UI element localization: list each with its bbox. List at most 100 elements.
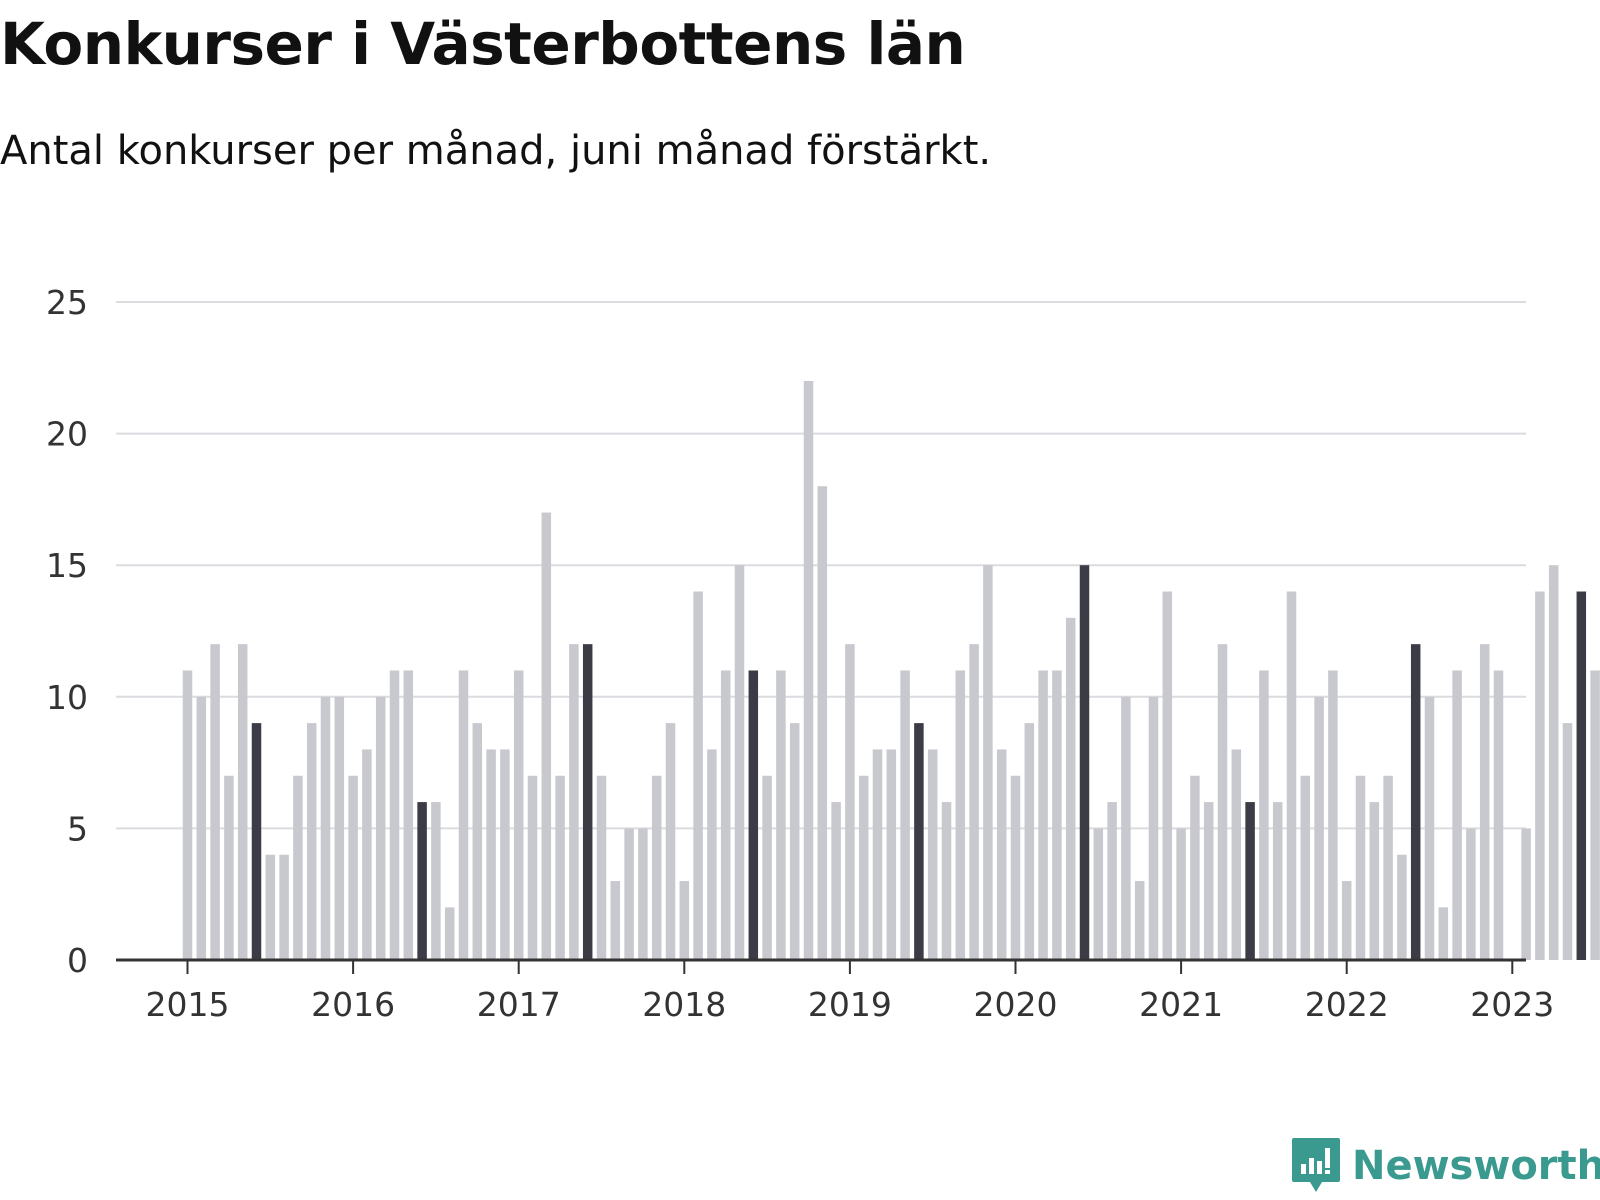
bar-2020-10: [1134, 881, 1145, 960]
x-tick-label-2022: 2022: [1305, 985, 1389, 1024]
bar-2021-05: [1231, 749, 1242, 960]
bar-2016-04: [389, 670, 400, 960]
bar-2021-10: [1300, 775, 1311, 960]
bar-2016-11: [486, 749, 496, 960]
bar-2017-02: [527, 775, 538, 960]
bar-2020-01: [1010, 775, 1021, 960]
bar-2015-09: [293, 775, 303, 960]
bar-2016-07: [431, 802, 441, 960]
bar-2018-04: [720, 670, 731, 960]
bar-2020-03: [1038, 670, 1048, 960]
bar-2022-03: [1369, 802, 1380, 960]
y-tick-label-10: 10: [46, 678, 88, 717]
x-tick-label-2016: 2016: [311, 985, 395, 1024]
bar-2018-05: [734, 565, 745, 960]
bar-2020-04: [1052, 670, 1062, 960]
y-tick-label-25: 25: [46, 283, 88, 322]
bar-2017-03: [541, 512, 552, 960]
x-tick-label-2023: 2023: [1470, 985, 1554, 1024]
bar-2022-06: [1410, 644, 1421, 960]
bar-2022-09: [1452, 670, 1462, 960]
bar-2023-06: [1576, 591, 1587, 960]
bar-2015-07: [265, 854, 276, 960]
bar-2021-06: [1245, 802, 1255, 960]
bar-2017-11: [651, 775, 662, 960]
bar-2019-01: [845, 644, 855, 960]
bar-2015-06: [251, 723, 262, 960]
newsworthy-logo: Newsworthy: [1290, 1136, 1600, 1196]
bar-2022-01: [1341, 881, 1352, 960]
bar-2019-10: [969, 644, 979, 960]
bar-chart: 0 5 10 15 20 25 2015 2016 2017 2018 2019 2020 2021 20…: [46, 283, 1600, 1024]
bar-2016-06: [417, 802, 427, 960]
bar-2023-05: [1562, 723, 1573, 960]
bar-2022-12: [1493, 670, 1504, 960]
bar-2015-10: [306, 723, 317, 960]
bar-2019-03: [872, 749, 883, 960]
bar-2019-11: [983, 565, 993, 960]
bar-2017-08: [610, 881, 621, 960]
bar-2023-07: [1590, 670, 1600, 960]
bar-2017-12: [665, 723, 676, 960]
bar-2017-06: [582, 644, 593, 960]
bar-2022-05: [1397, 854, 1407, 960]
bar-2022-02: [1355, 775, 1366, 960]
bar-2021-11: [1314, 696, 1324, 960]
bar-2018-10: [803, 380, 814, 961]
bar-2016-03: [375, 696, 386, 960]
bar-2015-03: [210, 644, 220, 960]
bar-2017-07: [596, 775, 607, 960]
bar-2016-12: [500, 749, 510, 960]
bar-2021-07: [1259, 670, 1269, 960]
bar-2015-05: [237, 644, 248, 960]
bar-2023-03: [1535, 591, 1545, 960]
bar-2019-09: [955, 670, 966, 960]
x-tick-label-2021: 2021: [1139, 985, 1223, 1024]
bar-2022-08: [1438, 907, 1449, 960]
bar-2021-09: [1286, 591, 1297, 960]
x-tick-label-2015: 2015: [146, 985, 230, 1024]
chart-subtitle: Antal konkurser per månad, juni månad fö…: [0, 128, 992, 174]
bar-2022-11: [1479, 644, 1490, 960]
bar-2015-11: [320, 696, 331, 960]
bar-2017-05: [569, 644, 579, 960]
bar-2018-02: [693, 591, 703, 960]
bar-2015-02: [196, 696, 207, 960]
bar-2019-07: [927, 749, 938, 960]
y-tick-label-20: 20: [46, 415, 88, 454]
logo-text: Newsworthy: [1352, 1143, 1600, 1189]
bar-2016-10: [472, 723, 483, 960]
bar-2017-10: [638, 828, 648, 960]
bar-2023-04: [1548, 565, 1559, 960]
bar-2016-05: [403, 670, 414, 960]
bar-2022-07: [1424, 696, 1435, 960]
bar-2022-10: [1466, 828, 1476, 960]
bar-2018-08: [776, 670, 786, 960]
bar-2017-09: [624, 828, 634, 960]
x-tick-label-2019: 2019: [808, 985, 892, 1024]
x-tick-label-2020: 2020: [974, 985, 1058, 1024]
bar-2018-03: [707, 749, 717, 960]
bar-2015-12: [334, 696, 345, 960]
bar-2019-05: [900, 670, 910, 960]
bar-2016-09: [458, 670, 469, 960]
bar-2018-01: [679, 881, 690, 960]
bar-2015-01: [182, 670, 193, 960]
bar-2021-01: [1176, 828, 1186, 960]
bar-2018-12: [831, 802, 841, 960]
bar-2016-02: [362, 749, 372, 960]
x-tick-label-2018: 2018: [642, 985, 726, 1024]
bar-2018-11: [817, 486, 828, 960]
bar-2020-02: [1024, 723, 1035, 960]
bar-2017-01: [513, 670, 524, 960]
bar-2018-09: [789, 723, 800, 960]
bar-2021-03: [1203, 802, 1214, 960]
bar-2019-08: [941, 802, 952, 960]
bar-2019-06: [914, 723, 924, 960]
bar-2021-12: [1328, 670, 1338, 960]
bar-2015-08: [279, 854, 289, 960]
axes: [116, 958, 1526, 974]
bar-2018-07: [762, 775, 772, 960]
bar-2015-04: [224, 775, 234, 960]
bar-2023-02: [1521, 828, 1531, 960]
